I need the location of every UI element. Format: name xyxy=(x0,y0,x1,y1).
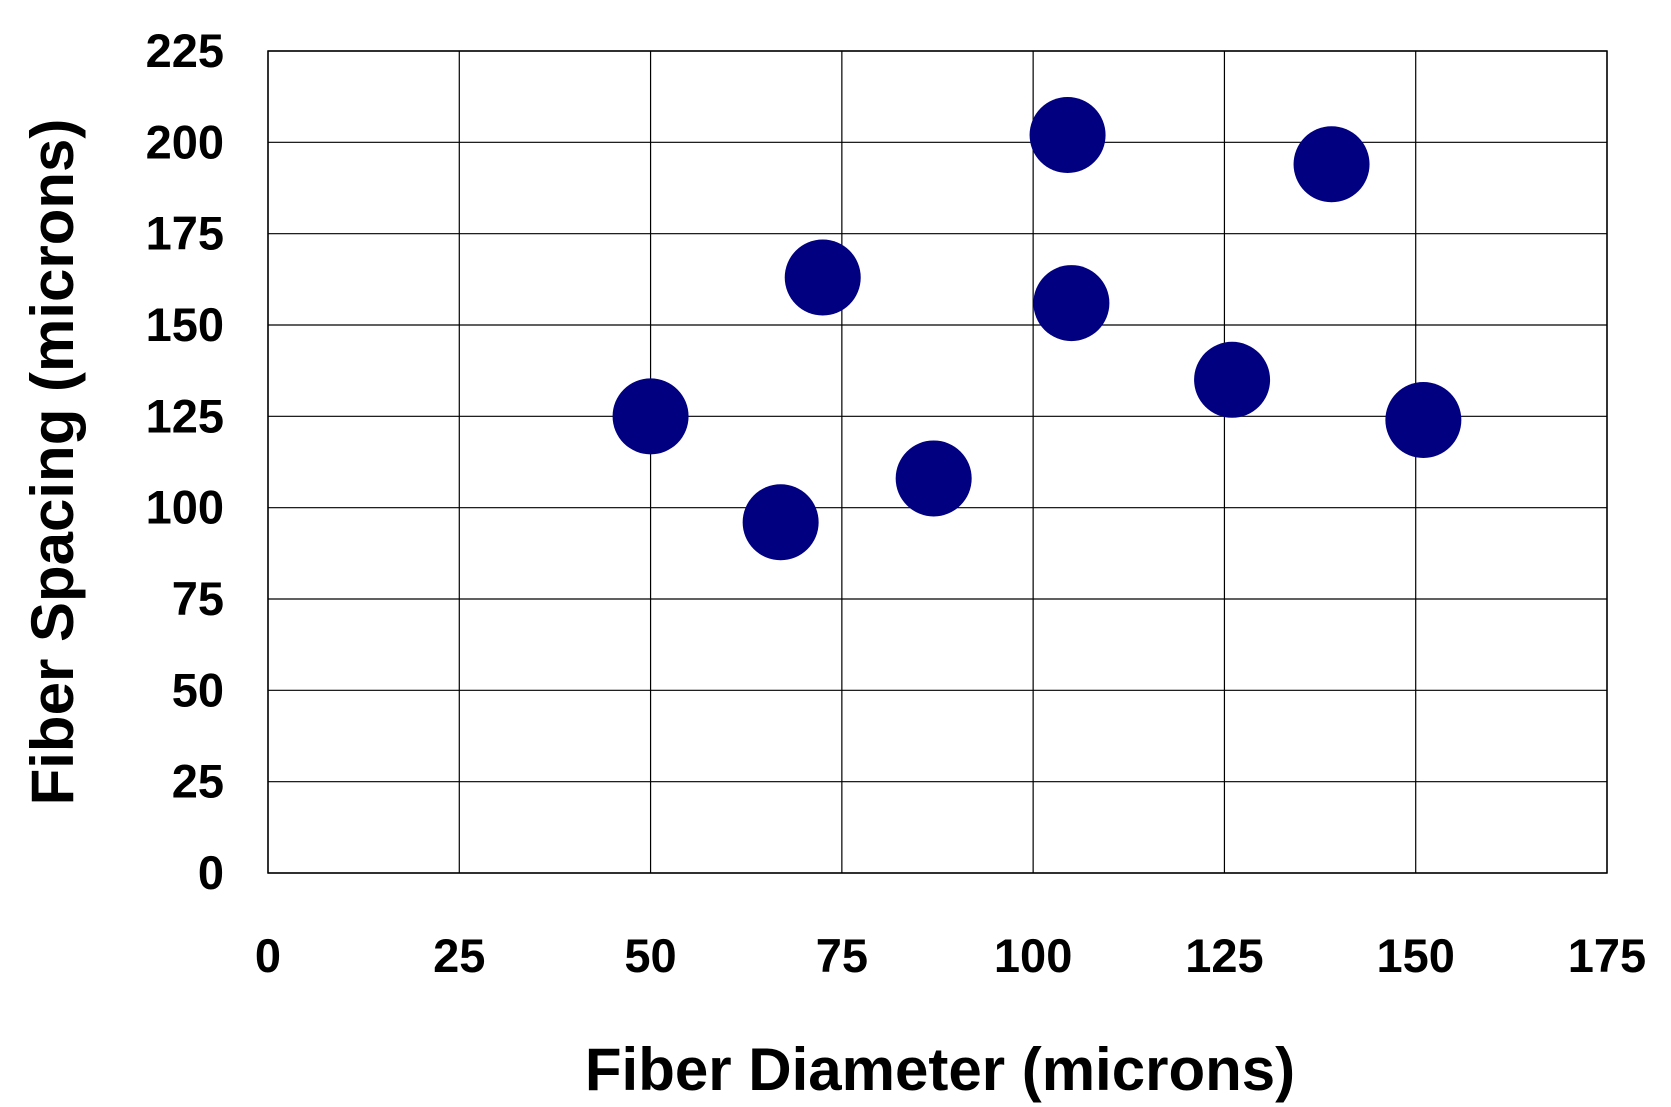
x-tick-label: 175 xyxy=(1568,929,1646,982)
y-tick-label: 225 xyxy=(146,24,224,77)
x-tick-label: 25 xyxy=(433,929,485,982)
data-point xyxy=(784,239,861,316)
data-point xyxy=(895,440,972,517)
data-point xyxy=(1194,341,1271,418)
y-tick-label: 75 xyxy=(172,572,224,625)
y-tick-label: 125 xyxy=(146,389,224,442)
y-tick-label: 0 xyxy=(198,846,224,899)
data-point xyxy=(612,378,689,455)
y-tick-label: 25 xyxy=(172,755,224,808)
y-tick-label: 200 xyxy=(146,115,224,168)
y-tick-label: 150 xyxy=(146,298,224,351)
data-point xyxy=(1385,381,1462,458)
y-tick-label: 100 xyxy=(146,481,224,534)
data-point xyxy=(1029,97,1106,174)
data-point xyxy=(1293,126,1370,203)
y-axis-ticks: 0 25 50 75 100 125 150 175 200 225 xyxy=(146,24,224,899)
data-point xyxy=(1033,265,1110,342)
data-point xyxy=(742,484,819,561)
x-tick-label: 125 xyxy=(1185,929,1263,982)
x-axis-ticks: 0 25 50 75 100 125 150 175 xyxy=(255,929,1646,982)
data-points xyxy=(612,97,1462,561)
x-tick-label: 50 xyxy=(624,929,676,982)
plot-area-frame xyxy=(267,50,1608,874)
x-tick-label: 150 xyxy=(1377,929,1455,982)
y-tick-label: 50 xyxy=(172,663,224,716)
x-axis-title: Fiber Diameter (microns) xyxy=(585,1036,1295,1103)
y-tick-label: 175 xyxy=(146,207,224,260)
y-axis-title: Fiber Spacing (microns) xyxy=(19,119,86,806)
x-tick-label: 100 xyxy=(994,929,1072,982)
x-tick-label: 75 xyxy=(816,929,868,982)
x-tick-label: 0 xyxy=(255,929,281,982)
